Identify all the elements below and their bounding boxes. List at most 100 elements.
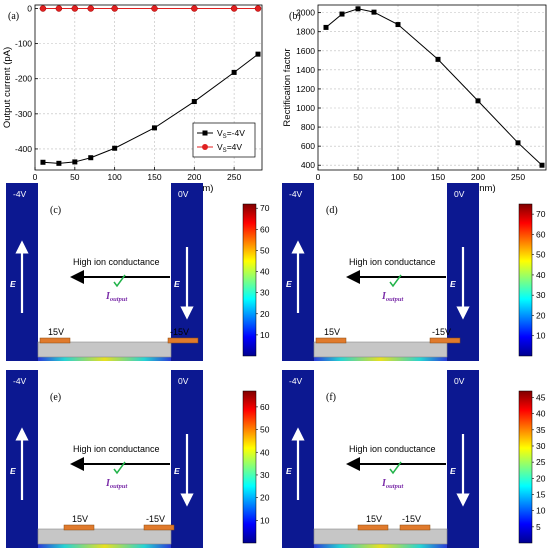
data-point [254, 5, 262, 12]
colorbar-tick-label: 20 [536, 310, 546, 320]
field-strip [314, 544, 447, 548]
data-point [191, 5, 198, 12]
colorbar-tick-label: 10 [536, 506, 546, 516]
legend-marker [202, 144, 208, 150]
colorbar-tick-label: 60 [260, 224, 270, 234]
right-voltage: 0V [454, 376, 465, 386]
x-tick-label: 200 [471, 172, 485, 182]
right-electrode-label: -15V [146, 514, 165, 524]
y-tick-label: -200 [15, 74, 32, 84]
chart-a: 0501001502002500-100-200-300-400Horizont… [2, 4, 263, 194]
check-icon [113, 274, 126, 288]
y-axis-label: Rectification factor [282, 48, 293, 126]
panel-label: (c) [50, 205, 61, 216]
right-electrode-label: -15V [402, 514, 421, 524]
right-voltage: 0V [178, 376, 189, 386]
check-icon [113, 461, 126, 475]
data-point [151, 5, 158, 12]
y-tick-label: 2000 [296, 8, 315, 18]
output-current-label: Ioutput [381, 478, 403, 490]
colorbar-tick-label: 45 [536, 392, 546, 402]
left-electrode-label: 15V [324, 327, 340, 337]
sim-domain [6, 183, 203, 361]
legend-label: VS=4V [217, 142, 242, 154]
sim-domain [282, 183, 479, 361]
colorbar-tick-label: 20 [260, 493, 270, 503]
x-tick-label: 100 [108, 172, 122, 182]
panel-label: (e) [50, 392, 61, 403]
colorbar-tick-label: 30 [536, 441, 546, 451]
right-field-label: E [450, 279, 456, 289]
colorbar [518, 203, 533, 357]
left-voltage: -4V [289, 189, 303, 199]
colorbar-tick-label: 10 [260, 515, 270, 525]
check-icon [389, 274, 402, 288]
data-point [539, 162, 545, 168]
colorbar-tick-label: 30 [260, 288, 270, 298]
panel-label: (f) [326, 392, 336, 403]
data-point [71, 5, 79, 12]
left-field-label: E [286, 279, 292, 289]
colorbar [242, 390, 257, 544]
right-gate-electrode [167, 337, 199, 344]
colorbar-tick-label: 70 [536, 209, 546, 219]
substrate [37, 528, 172, 545]
plot-frame [34, 4, 263, 171]
left-gate-electrode [357, 524, 389, 531]
data-point [39, 5, 47, 12]
colorbar-tick-label: 40 [260, 447, 270, 457]
sim-domain [6, 370, 203, 548]
y-tick-label: 1600 [296, 46, 315, 56]
left-voltage: -4V [13, 376, 27, 386]
colorbar-tick-label: 5 [536, 522, 541, 532]
x-tick-label: 100 [391, 172, 405, 182]
x-tick-label: 150 [147, 172, 161, 182]
output-current-label: Ioutput [381, 291, 403, 303]
y-tick-label: 400 [301, 160, 315, 170]
check-icon [389, 461, 402, 475]
field-strip [38, 544, 171, 548]
chart-b: 0 50 100 150 200 250 400 600 800 1000 1200 1400 1600… [282, 4, 547, 194]
plot-frame [317, 4, 547, 171]
colorbar-tick-label: 60 [536, 229, 546, 239]
right-electrode-label: -15V [432, 327, 451, 337]
y-tick-label: 1000 [296, 103, 315, 113]
left-voltage: -4V [13, 189, 27, 199]
colorbar-tick-label: 60 [260, 402, 270, 412]
data-point [72, 159, 78, 165]
y-axis-label: Output current (pA) [2, 47, 13, 128]
colorbar-tick-label: 50 [536, 250, 546, 260]
colorbar-tick-label: 10 [536, 331, 546, 341]
right-field-label: E [174, 466, 180, 476]
data-point [355, 6, 361, 12]
sim-panel: 15V -15V -4V 0V (f) E E High ion conductance Iou… [282, 370, 546, 548]
colorbar-tick-label: 35 [536, 425, 546, 435]
substrate [313, 341, 448, 358]
colorbar-tick-label: 10 [260, 330, 270, 340]
right-voltage: 0V [454, 189, 465, 199]
data-point [191, 99, 197, 105]
sim-panel: 15V -15V -4V 0V (c) E E High ion conductance Iou… [6, 183, 270, 361]
colorbar-tick-label: 15 [536, 489, 546, 499]
colorbar [242, 203, 257, 357]
y-tick-label: 600 [301, 141, 315, 151]
data-point [111, 5, 118, 12]
data-point [231, 69, 237, 75]
conductance-label: High ion conductance [349, 257, 436, 267]
y-tick-label: -300 [15, 109, 32, 119]
data-point [56, 160, 62, 166]
output-current-label: Ioutput [105, 478, 127, 490]
conductance-label: High ion conductance [73, 257, 160, 267]
data-point [40, 159, 46, 165]
data-point [88, 155, 94, 161]
colorbar-tick-label: 50 [260, 245, 270, 255]
right-field-label: E [450, 466, 456, 476]
y-tick-label: 1400 [296, 65, 315, 75]
panel-label: (b) [289, 11, 301, 22]
x-tick-label: 50 [353, 172, 363, 182]
field-strip [38, 357, 171, 361]
right-electrode-label: -15V [170, 327, 189, 337]
colorbar-tick-label: 20 [536, 473, 546, 483]
y-tick-label: 0 [27, 4, 32, 14]
x-tick-label: 0 [316, 172, 321, 182]
